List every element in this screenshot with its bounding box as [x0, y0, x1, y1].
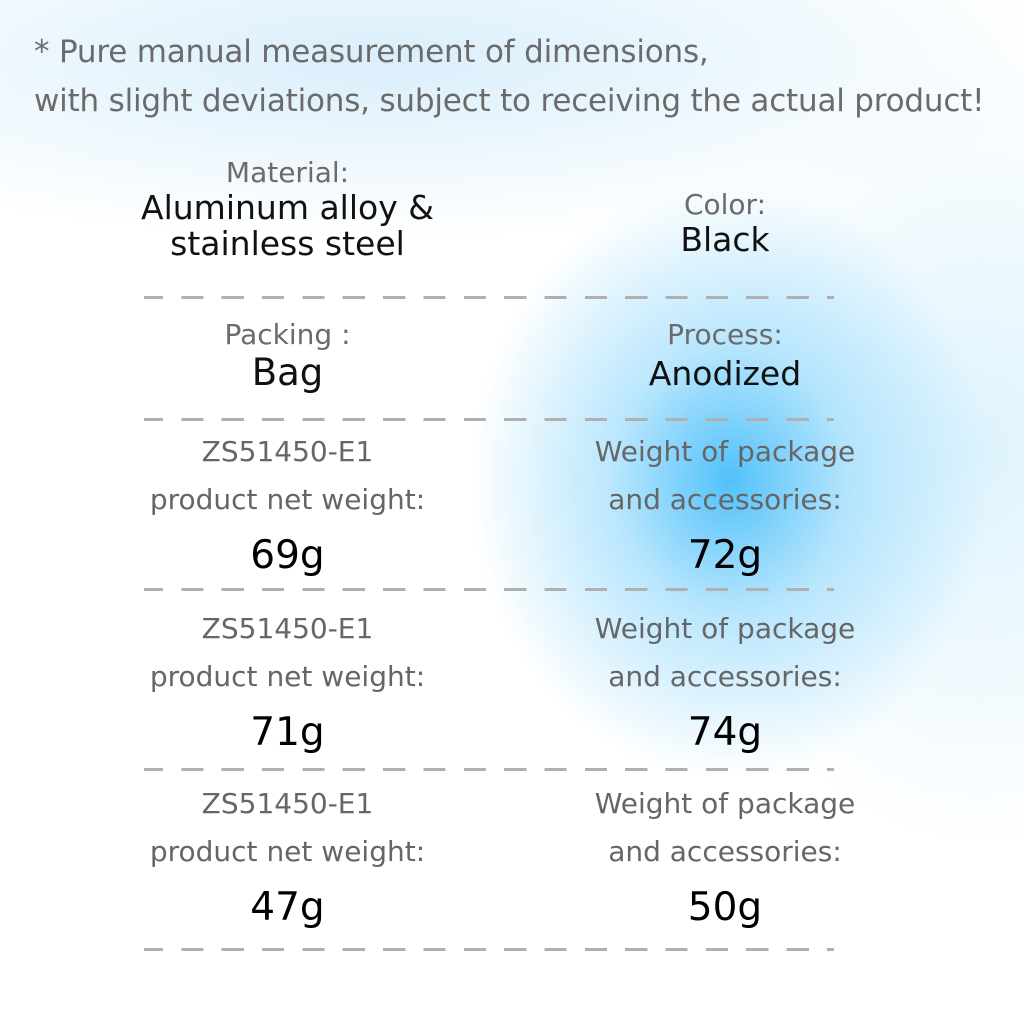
package-weight-label-line-2: and accessories: — [608, 835, 842, 868]
divider — [144, 296, 834, 299]
packing-spec: Packing : Bag — [100, 318, 475, 394]
net-weight-value: 71g — [250, 710, 325, 755]
process-value: Anodized — [648, 354, 802, 393]
net-weight-value: 47g — [250, 885, 325, 930]
package-weight-block: Weight of package and accessories: 72g — [540, 428, 910, 582]
package-weight-value: 50g — [687, 885, 763, 930]
color-label: Color: — [683, 188, 767, 221]
material-value-line-1: Aluminum alloy & — [141, 188, 434, 227]
net-weight-value: 69g — [250, 533, 325, 578]
model-number: ZS51450-E1 — [201, 612, 374, 645]
material-spec: Material: Aluminum alloy & stainless ste… — [100, 156, 475, 262]
package-weight-label-line-1: Weight of package — [594, 435, 856, 468]
disclaimer-line-1: * Pure manual measurement of dimensions, — [34, 34, 709, 70]
color-value: Black — [680, 220, 770, 259]
measurement-disclaimer: * Pure manual measurement of dimensions,… — [34, 28, 1014, 126]
net-weight-label: product net weight: — [149, 660, 426, 693]
process-spec: Process: Anodized — [540, 318, 910, 392]
package-weight-block: Weight of package and accessories: 74g — [540, 605, 910, 759]
material-label: Material: — [225, 156, 350, 189]
model-number: ZS51450-E1 — [201, 435, 374, 468]
net-weight-block: ZS51450-E1 product net weight: 69g — [100, 428, 475, 582]
color-spec: Color: Black — [540, 188, 910, 258]
package-weight-block: Weight of package and accessories: 50g — [540, 780, 910, 934]
disclaimer-line-2: with slight deviations, subject to recei… — [34, 83, 985, 119]
net-weight-block: ZS51450-E1 product net weight: 47g — [100, 780, 475, 934]
package-weight-value: 72g — [687, 533, 763, 578]
divider — [144, 948, 834, 951]
package-weight-label-line-1: Weight of package — [594, 612, 856, 645]
divider — [144, 418, 834, 421]
net-weight-label: product net weight: — [149, 835, 426, 868]
divider — [144, 768, 834, 771]
package-weight-value: 74g — [687, 710, 763, 755]
packing-value: Bag — [251, 351, 324, 394]
packing-label: Packing : — [224, 318, 351, 351]
net-weight-block: ZS51450-E1 product net weight: 71g — [100, 605, 475, 759]
net-weight-label: product net weight: — [149, 483, 426, 516]
package-weight-label-line-2: and accessories: — [608, 660, 842, 693]
divider — [144, 588, 834, 591]
process-label: Process: — [667, 318, 783, 351]
model-number: ZS51450-E1 — [201, 787, 374, 820]
package-weight-label-line-1: Weight of package — [594, 787, 856, 820]
material-value-line-2: stainless steel — [170, 224, 405, 263]
package-weight-label-line-2: and accessories: — [608, 483, 842, 516]
